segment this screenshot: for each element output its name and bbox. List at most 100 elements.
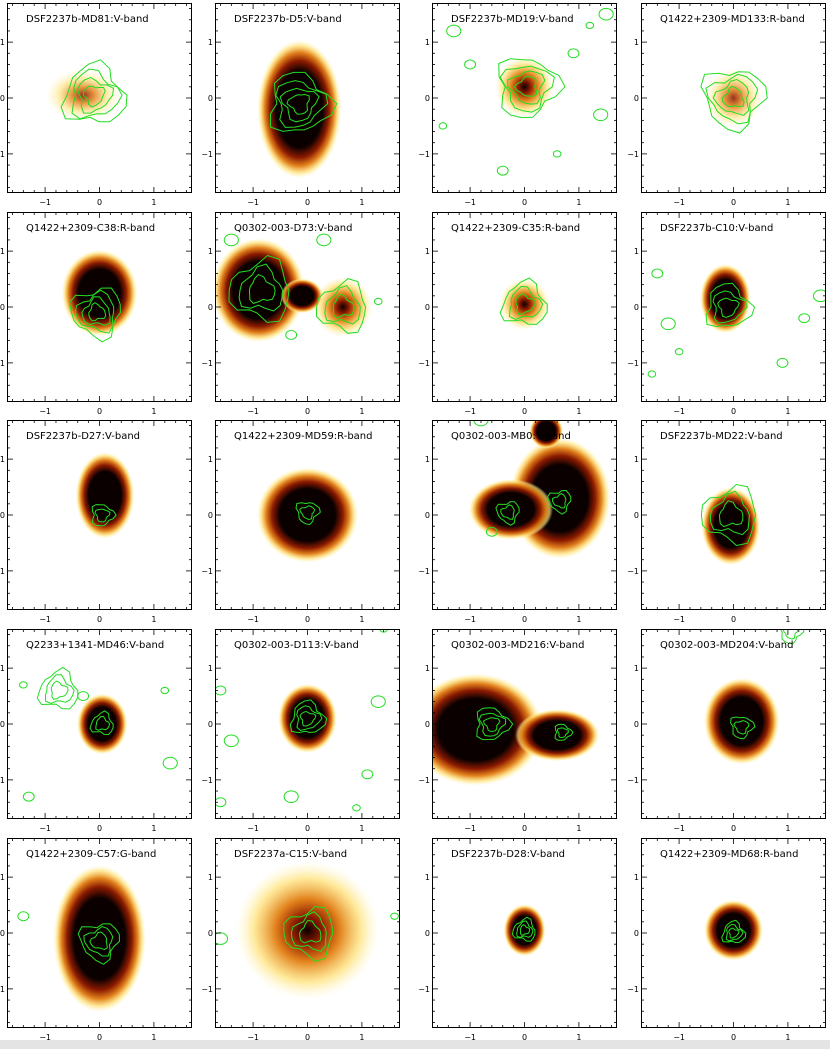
y-tick-label: 1 — [0, 455, 5, 464]
panel-image — [641, 629, 826, 819]
panel: Q0302-003-MD204:V-band −1 0 1 1 0 −1 — [627, 629, 826, 833]
panel: DSF2237a-C15:V-band −1 0 1 1 0 −1 — [201, 838, 400, 1040]
contour-line — [279, 87, 320, 123]
y-tick-label: 0 — [634, 511, 639, 520]
panel-image — [215, 3, 400, 193]
x-tick-label: 0 — [522, 824, 527, 833]
contour-line — [290, 911, 327, 952]
y-tick-label: −1 — [418, 567, 430, 576]
contour-line — [705, 73, 759, 125]
panel: Q0302-003-D73:V-band −1 0 1 1 0 −1 — [201, 212, 400, 416]
contour-line — [519, 924, 531, 936]
noise-contour — [593, 108, 609, 122]
y-tick-label: −1 — [201, 776, 213, 785]
contour-line — [332, 293, 355, 319]
x-tick-label: −1 — [464, 407, 476, 416]
panel-image — [432, 3, 617, 193]
x-tick-label: 1 — [151, 1033, 156, 1040]
panel-title: DSF2237b-D5:V-band — [234, 14, 342, 25]
contour-line — [498, 58, 566, 119]
noise-contour — [585, 21, 595, 29]
panel-image — [641, 420, 826, 610]
y-tick-label: 0 — [0, 94, 5, 103]
y-tick-label: 1 — [634, 247, 639, 256]
contour-line — [275, 80, 329, 128]
panel-title: Q1422+2309-C38:R-band — [26, 223, 155, 234]
y-tick-label: −1 — [418, 776, 430, 785]
y-tick-label: 0 — [425, 720, 430, 729]
contour-line — [513, 76, 538, 97]
panel-title: Q0302-003-D113:V-band — [234, 640, 359, 651]
x-tick-label: 1 — [359, 824, 364, 833]
x-tick-label: 0 — [522, 407, 527, 416]
contour-line — [499, 277, 548, 325]
contour-line — [295, 502, 321, 526]
y-tick-label: 1 — [634, 455, 639, 464]
contour-line — [556, 727, 569, 739]
contour-line — [283, 906, 334, 962]
noise-contour — [215, 685, 227, 696]
y-tick-label: 1 — [634, 38, 639, 47]
panel: DSF2237b-D5:V-band −1 0 1 1 0 −1 — [201, 3, 400, 207]
y-tick-label: 0 — [0, 929, 5, 938]
x-tick-label: 0 — [97, 198, 102, 207]
x-tick-label: 0 — [522, 1033, 527, 1040]
panel-title: Q0302-003-MD216:V-band — [451, 640, 584, 651]
y-tick-label: 1 — [0, 664, 5, 673]
y-tick-label: −1 — [201, 985, 213, 994]
panel-image — [641, 212, 826, 402]
panel: Q1422+2309-MD68:R-band −1 0 1 1 0 −1 — [627, 838, 826, 1040]
x-tick-label: −1 — [673, 407, 685, 416]
galaxy-emission — [75, 452, 135, 539]
galaxy-emission — [76, 693, 128, 755]
noise-contour — [373, 297, 383, 306]
contour-line — [721, 919, 747, 944]
y-tick-label: 0 — [634, 720, 639, 729]
contour-line — [476, 707, 514, 741]
y-tick-label: 0 — [634, 929, 639, 938]
y-tick-label: −1 — [418, 359, 430, 368]
noise-contour — [567, 48, 580, 59]
noise-contour — [651, 268, 664, 279]
noise-contour — [77, 691, 90, 702]
noise-contour — [776, 357, 789, 368]
x-tick-label: 1 — [359, 198, 364, 207]
y-tick-label: −1 — [627, 150, 639, 159]
noise-contour — [22, 791, 35, 802]
panel-image — [7, 212, 192, 402]
x-tick-label: 1 — [576, 198, 581, 207]
x-tick-label: 1 — [576, 1033, 581, 1040]
y-tick-label: −1 — [418, 150, 430, 159]
contour-line — [76, 76, 115, 114]
galaxy-emission — [703, 899, 764, 961]
x-tick-label: 0 — [305, 407, 310, 416]
noise-contour — [162, 756, 178, 770]
y-tick-label: 1 — [0, 873, 5, 882]
galaxy-emission — [494, 56, 555, 118]
noise-contour — [438, 122, 448, 130]
y-tick-label: 1 — [425, 664, 430, 673]
panel-image — [7, 3, 192, 193]
contour-line — [500, 504, 515, 520]
y-tick-label: −1 — [0, 776, 5, 785]
panel-image — [641, 838, 826, 1028]
x-tick-label: 0 — [305, 824, 310, 833]
x-tick-label: 1 — [576, 407, 581, 416]
contour-line — [269, 71, 338, 132]
x-tick-label: 1 — [151, 198, 156, 207]
noise-contour — [496, 165, 509, 176]
y-tick-label: −1 — [0, 150, 5, 159]
y-tick-label: −1 — [201, 567, 213, 576]
x-tick-label: 0 — [97, 407, 102, 416]
x-tick-label: 1 — [359, 615, 364, 624]
contour-line — [779, 629, 805, 645]
contour-line — [315, 278, 367, 334]
contour-line — [507, 70, 546, 105]
noise-contour — [812, 289, 826, 303]
y-tick-label: 0 — [425, 511, 430, 520]
contour-line — [60, 59, 128, 123]
galaxy-emission — [256, 467, 359, 563]
x-tick-label: −1 — [39, 824, 51, 833]
contour-line — [81, 296, 111, 326]
